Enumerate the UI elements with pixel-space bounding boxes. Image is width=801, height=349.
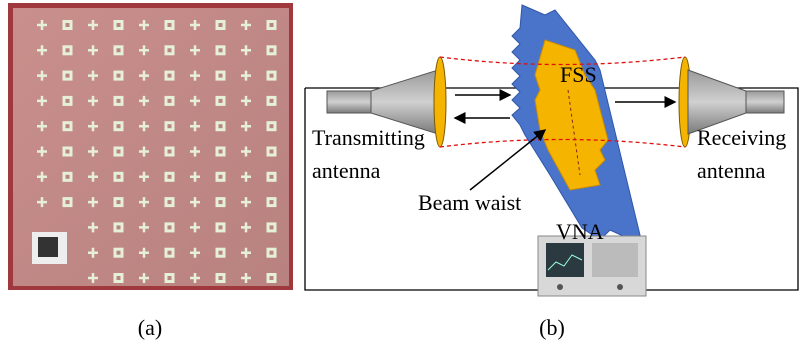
unit-cell xyxy=(270,150,274,154)
unit-cell xyxy=(117,74,121,78)
caption-b: (b) xyxy=(539,315,565,340)
unit-cell xyxy=(270,175,274,179)
unit-cell xyxy=(117,124,121,128)
unit-cell xyxy=(168,175,172,179)
unit-cell xyxy=(117,225,121,229)
unit-cell xyxy=(66,200,70,204)
unit-cell xyxy=(168,48,172,52)
rx-label-line2: antenna xyxy=(697,158,766,183)
unit-cell xyxy=(219,23,223,27)
unit-cell xyxy=(66,150,70,154)
unit-cell xyxy=(219,175,223,179)
tx-label-line2: antenna xyxy=(312,158,381,183)
unit-cell xyxy=(168,99,172,103)
unit-cell xyxy=(219,200,223,204)
qr-code xyxy=(38,237,58,257)
vna-label: VNA xyxy=(556,219,604,244)
unit-cell xyxy=(117,23,121,27)
unit-cell xyxy=(117,276,121,280)
unit-cell xyxy=(219,150,223,154)
figure: (a) FSS Transmitting antenna Receiving a… xyxy=(0,0,801,349)
fss-board-photo xyxy=(8,3,293,290)
unit-cell xyxy=(270,23,274,27)
unit-cell xyxy=(270,124,274,128)
unit-cell xyxy=(270,225,274,229)
unit-cell xyxy=(270,74,274,78)
unit-cell xyxy=(117,150,121,154)
unit-cell xyxy=(270,276,274,280)
unit-cell xyxy=(168,225,172,229)
tx-lens xyxy=(434,57,446,147)
unit-cell xyxy=(168,74,172,78)
unit-cell xyxy=(168,200,172,204)
rx-label-line1: Receiving xyxy=(697,125,786,150)
unit-cell xyxy=(219,99,223,103)
unit-cell xyxy=(219,225,223,229)
unit-cell xyxy=(219,74,223,78)
unit-cell xyxy=(117,251,121,255)
rx-feed xyxy=(746,91,784,113)
unit-cell xyxy=(270,99,274,103)
unit-cell xyxy=(66,74,70,78)
unit-cell xyxy=(219,124,223,128)
unit-cell xyxy=(117,48,121,52)
vna-instrument xyxy=(538,236,646,296)
unit-cell xyxy=(219,251,223,255)
fss-label: FSS xyxy=(560,62,597,87)
beam-waist-label: Beam waist xyxy=(418,190,521,215)
unit-cell xyxy=(168,276,172,280)
unit-cell xyxy=(168,124,172,128)
unit-cell xyxy=(270,200,274,204)
tx-label-line1: Transmitting xyxy=(312,125,425,150)
unit-cell xyxy=(66,48,70,52)
unit-cell xyxy=(168,150,172,154)
unit-cell xyxy=(66,99,70,103)
unit-cell xyxy=(270,48,274,52)
tx-feed xyxy=(327,91,371,113)
unit-cell xyxy=(168,251,172,255)
caption-a: (a) xyxy=(138,315,162,340)
unit-cell xyxy=(117,200,121,204)
unit-cell xyxy=(66,175,70,179)
unit-cell xyxy=(270,251,274,255)
unit-cell xyxy=(66,23,70,27)
unit-cell xyxy=(168,23,172,27)
unit-cell xyxy=(219,48,223,52)
unit-cell xyxy=(66,124,70,128)
unit-cell xyxy=(117,99,121,103)
waist-pointer xyxy=(470,130,545,190)
unit-cell xyxy=(219,276,223,280)
unit-cell xyxy=(117,175,121,179)
